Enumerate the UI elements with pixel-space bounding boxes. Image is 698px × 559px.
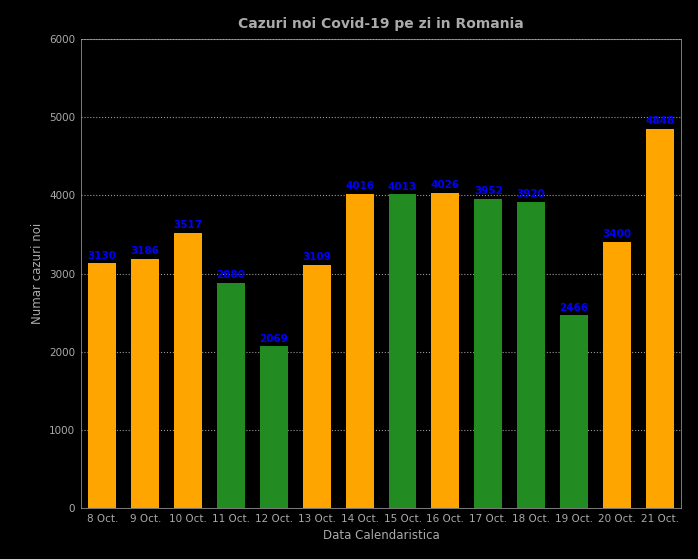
Text: 2466: 2466 (560, 302, 588, 312)
Bar (475, 199, 503, 508)
Text: 3952: 3952 (474, 186, 503, 196)
Bar (517, 201, 545, 508)
Text: 2069: 2069 (260, 334, 288, 344)
Title: Cazuri noi Covid-19 pe zi in Romania: Cazuri noi Covid-19 pe zi in Romania (238, 17, 524, 31)
Text: 4026: 4026 (431, 181, 460, 191)
Text: 4016: 4016 (345, 181, 374, 191)
Y-axis label: Numar cazuri noi: Numar cazuri noi (31, 223, 44, 324)
Text: 3517: 3517 (174, 220, 202, 230)
Bar (217, 283, 245, 508)
Bar (431, 193, 459, 508)
Text: 3920: 3920 (517, 189, 546, 199)
Bar (603, 242, 631, 508)
Bar (174, 233, 202, 508)
Text: 4013: 4013 (388, 182, 417, 192)
Text: 3130: 3130 (88, 250, 117, 260)
Text: 3186: 3186 (131, 246, 160, 256)
Text: 3109: 3109 (302, 252, 331, 262)
X-axis label: Data Calendaristica: Data Calendaristica (322, 529, 440, 542)
Bar (260, 347, 288, 508)
Bar (346, 194, 373, 508)
Text: 3400: 3400 (602, 229, 632, 239)
Bar (646, 129, 674, 508)
Text: 2880: 2880 (216, 270, 246, 280)
Bar (389, 194, 417, 508)
Text: 4848: 4848 (645, 116, 674, 126)
Bar (89, 263, 117, 508)
Bar (131, 259, 159, 508)
Bar (560, 315, 588, 508)
Bar (303, 265, 331, 508)
